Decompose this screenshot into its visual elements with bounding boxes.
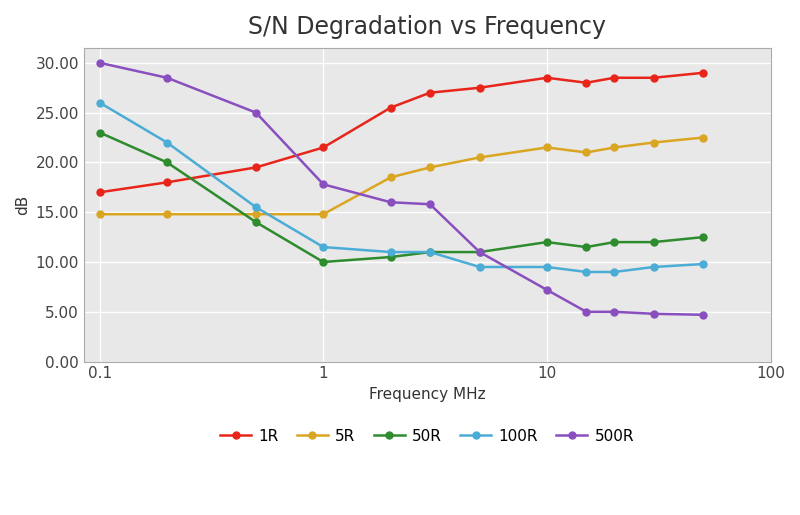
Line: 50R: 50R — [96, 129, 706, 266]
1R — [251, 164, 261, 170]
50R — [698, 234, 708, 240]
1R — [475, 84, 485, 91]
Legend: 1R, 5R, 50R, 100R, 500R: 1R, 5R, 50R, 100R, 500R — [214, 423, 640, 450]
500R — [95, 60, 105, 66]
50R — [251, 219, 261, 225]
5R — [698, 134, 708, 141]
100R — [475, 264, 485, 270]
50R — [95, 129, 105, 135]
Line: 500R: 500R — [96, 59, 706, 318]
Title: S/N Degradation vs Frequency: S/N Degradation vs Frequency — [248, 15, 606, 39]
100R — [386, 249, 395, 255]
100R — [426, 249, 435, 255]
5R — [542, 144, 552, 150]
1R — [582, 80, 591, 86]
1R — [426, 90, 435, 96]
1R — [386, 105, 395, 111]
50R — [649, 239, 658, 245]
50R — [162, 159, 172, 165]
5R — [386, 174, 395, 180]
500R — [610, 308, 619, 315]
500R — [649, 311, 658, 317]
Line: 100R: 100R — [96, 99, 706, 276]
100R — [610, 269, 619, 275]
500R — [251, 110, 261, 116]
100R — [542, 264, 552, 270]
1R — [95, 189, 105, 195]
5R — [649, 140, 658, 146]
500R — [426, 201, 435, 208]
500R — [475, 249, 485, 255]
1R — [162, 179, 172, 185]
1R — [542, 75, 552, 81]
100R — [251, 204, 261, 210]
50R — [386, 254, 395, 260]
1R — [318, 144, 328, 150]
500R — [162, 75, 172, 81]
500R — [582, 308, 591, 315]
50R — [475, 249, 485, 255]
5R — [610, 144, 619, 150]
1R — [649, 75, 658, 81]
50R — [582, 244, 591, 250]
100R — [162, 140, 172, 146]
100R — [698, 261, 708, 267]
5R — [475, 154, 485, 161]
500R — [386, 199, 395, 205]
500R — [542, 287, 552, 293]
50R — [426, 249, 435, 255]
5R — [95, 211, 105, 217]
5R — [251, 211, 261, 217]
Y-axis label: dB: dB — [15, 195, 30, 215]
Line: 5R: 5R — [96, 134, 706, 218]
1R — [610, 75, 619, 81]
5R — [426, 164, 435, 170]
100R — [318, 244, 328, 250]
100R — [649, 264, 658, 270]
5R — [162, 211, 172, 217]
500R — [698, 312, 708, 318]
5R — [582, 149, 591, 156]
50R — [318, 259, 328, 265]
100R — [582, 269, 591, 275]
X-axis label: Frequency MHz: Frequency MHz — [369, 387, 486, 402]
50R — [610, 239, 619, 245]
50R — [542, 239, 552, 245]
100R — [95, 99, 105, 106]
5R — [318, 211, 328, 217]
1R — [698, 70, 708, 76]
500R — [318, 181, 328, 187]
Line: 1R: 1R — [96, 70, 706, 196]
